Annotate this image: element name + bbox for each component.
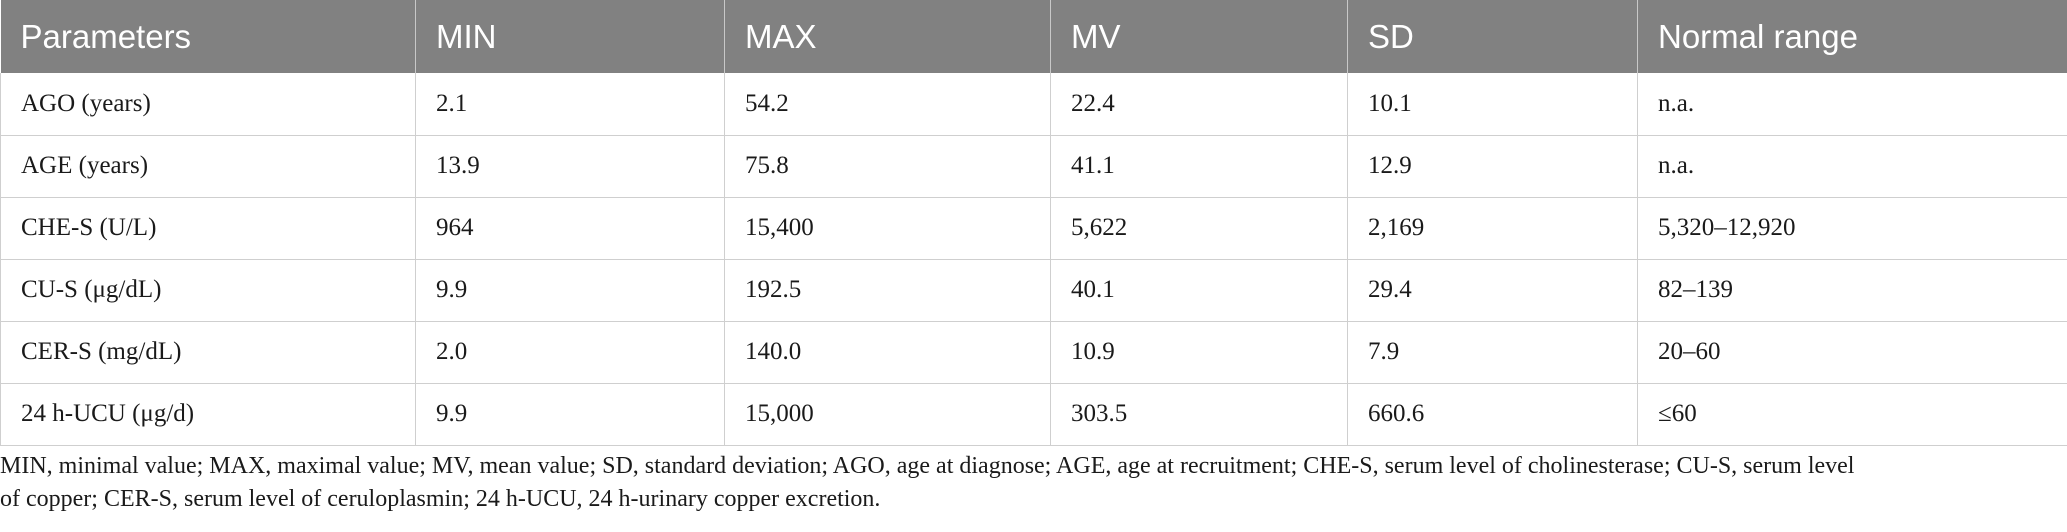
footnote-line-2: of copper; CER-S, serum level of cerulop…: [0, 486, 881, 512]
cell-mv: 41.1: [1050, 135, 1348, 198]
cell-min: 13.9: [415, 135, 725, 198]
header-mv: MV: [1050, 0, 1348, 73]
cell-max: 140.0: [724, 321, 1051, 384]
cell-normal-range: n.a.: [1637, 73, 2067, 136]
cell-parameter: CU-S (μg/dL): [0, 259, 416, 322]
cell-min: 9.9: [415, 259, 725, 322]
cell-mv: 40.1: [1050, 259, 1348, 322]
cell-parameter: 24 h-UCU (μg/d): [0, 383, 416, 446]
cell-min: 2.0: [415, 321, 725, 384]
cell-normal-range: 82–139: [1637, 259, 2067, 322]
parameters-table: Parameters MIN MAX MV SD Normal range AG…: [0, 0, 2067, 446]
cell-min: 964: [415, 197, 725, 260]
header-max: MAX: [724, 0, 1051, 73]
cell-sd: 2,169: [1347, 197, 1638, 260]
cell-mv: 5,622: [1050, 197, 1348, 260]
cell-max: 15,400: [724, 197, 1051, 260]
cell-sd: 7.9: [1347, 321, 1638, 384]
cell-mv: 22.4: [1050, 73, 1348, 136]
cell-sd: 29.4: [1347, 259, 1638, 322]
header-row: Parameters MIN MAX MV SD Normal range: [0, 0, 2067, 73]
cell-min: 9.9: [415, 383, 725, 446]
cell-sd: 660.6: [1347, 383, 1638, 446]
table-body: AGO (years) 2.1 54.2 22.4 10.1 n.a. AGE …: [0, 73, 2067, 446]
cell-sd: 10.1: [1347, 73, 1638, 136]
cell-mv: 303.5: [1050, 383, 1348, 446]
header-parameters: Parameters: [0, 0, 416, 73]
cell-normal-range: n.a.: [1637, 135, 2067, 198]
cell-parameter: CHE-S (U/L): [0, 197, 416, 260]
cell-normal-range: 20–60: [1637, 321, 2067, 384]
cell-max: 75.8: [724, 135, 1051, 198]
cell-parameter: AGO (years): [0, 73, 416, 136]
cell-normal-range: 5,320–12,920: [1637, 197, 2067, 260]
table-row: AGO (years) 2.1 54.2 22.4 10.1 n.a.: [0, 73, 2067, 136]
cell-max: 192.5: [724, 259, 1051, 322]
cell-parameter: CER-S (mg/dL): [0, 321, 416, 384]
table-row: CHE-S (U/L) 964 15,400 5,622 2,169 5,320…: [0, 197, 2067, 260]
header-normal-range: Normal range: [1637, 0, 2067, 73]
table-row: 24 h-UCU (μg/d) 9.9 15,000 303.5 660.6 ≤…: [0, 383, 2067, 446]
cell-max: 54.2: [724, 73, 1051, 136]
table-row: CU-S (μg/dL) 9.9 192.5 40.1 29.4 82–139: [0, 259, 2067, 322]
cell-parameter: AGE (years): [0, 135, 416, 198]
header-sd: SD: [1347, 0, 1638, 73]
footnote-line-1: MIN, minimal value; MAX, maximal value; …: [0, 453, 1855, 479]
table-row: CER-S (mg/dL) 2.0 140.0 10.9 7.9 20–60: [0, 321, 2067, 384]
data-table-container: Parameters MIN MAX MV SD Normal range AG…: [0, 0, 2067, 446]
cell-min: 2.1: [415, 73, 725, 136]
cell-sd: 12.9: [1347, 135, 1638, 198]
table-footnote: MIN, minimal value; MAX, maximal value; …: [0, 450, 2060, 516]
cell-mv: 10.9: [1050, 321, 1348, 384]
cell-max: 15,000: [724, 383, 1051, 446]
header-min: MIN: [415, 0, 725, 73]
cell-normal-range: ≤60: [1637, 383, 2067, 446]
table-header: Parameters MIN MAX MV SD Normal range: [0, 0, 2067, 73]
table-row: AGE (years) 13.9 75.8 41.1 12.9 n.a.: [0, 135, 2067, 198]
